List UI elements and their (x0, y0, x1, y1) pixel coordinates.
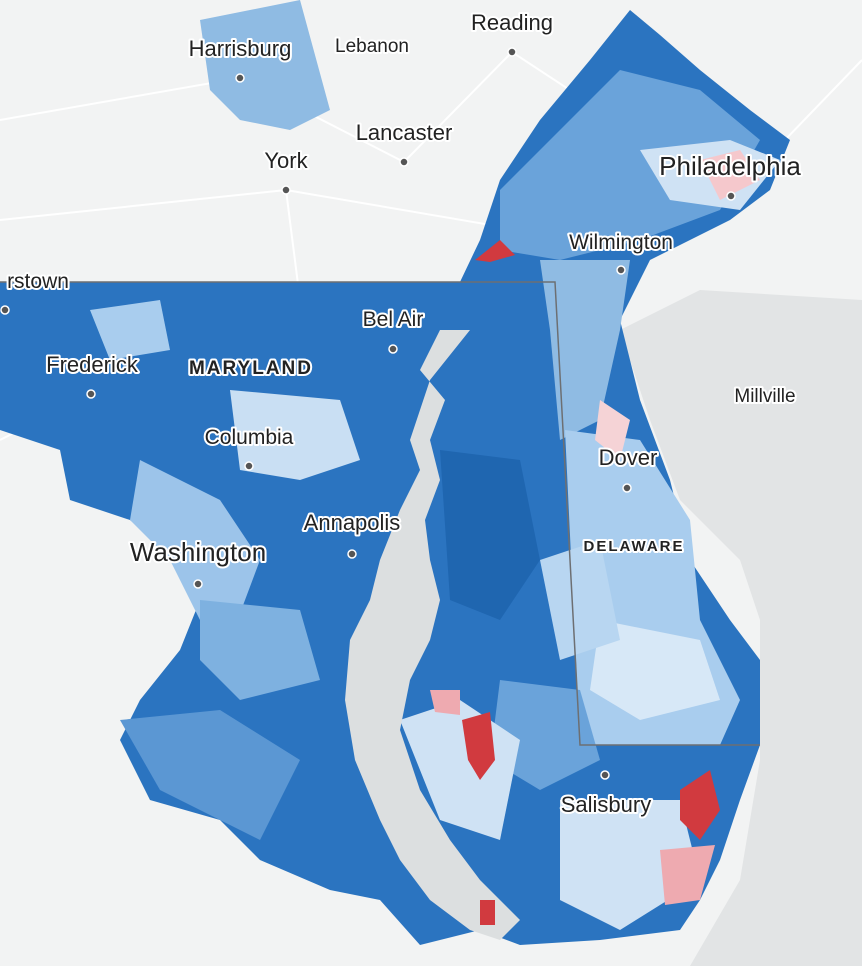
city-dot (622, 483, 632, 493)
city-label: Reading (471, 10, 553, 35)
city-label: Millville (734, 386, 795, 407)
city-dot (726, 191, 736, 201)
ocean (690, 560, 862, 966)
red-patches (430, 150, 760, 925)
city-label: Lebanon (335, 36, 409, 57)
city-dot (399, 157, 409, 167)
city-label: Columbia (205, 426, 294, 449)
city-label: Philadelphia (659, 151, 801, 181)
city-label: rstown (7, 270, 69, 293)
harrisburg-region (200, 0, 330, 130)
state-label: DELAWARE (583, 538, 684, 555)
city-label: Washington (130, 537, 266, 567)
city-dot (235, 73, 245, 83)
city-label: Harrisburg (189, 36, 292, 61)
city-label: Annapolis (304, 510, 401, 535)
city-label: Bel Air (363, 308, 424, 331)
city-dot (347, 549, 357, 559)
city-dots (0, 47, 736, 780)
city-dot (600, 770, 610, 780)
city-dot (281, 185, 291, 195)
city-label: Lancaster (356, 120, 453, 145)
region-patches (90, 70, 780, 930)
city-dot (388, 344, 398, 354)
city-dot (507, 47, 517, 57)
city-label: Salisbury (561, 792, 651, 817)
city-label: York (264, 148, 308, 173)
city-label: Wilmington (569, 231, 673, 254)
city-label: Frederick (46, 352, 139, 377)
city-label: Dover (599, 445, 658, 470)
city-dot (193, 579, 203, 589)
city-dot (86, 389, 96, 399)
chesapeake-bay (345, 330, 520, 940)
delaware-bay (620, 290, 862, 620)
city-dot (244, 461, 254, 471)
city-dot (616, 265, 626, 275)
state-label: MARYLAND (189, 358, 313, 379)
labels: Harrisburg Lebanon Reading Lancaster York Phi… (5, 8, 803, 819)
city-dot (0, 305, 10, 315)
state-borders (0, 281, 760, 746)
